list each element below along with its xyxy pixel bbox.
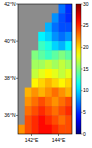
svg-text:15: 15: [83, 66, 84, 72]
svg-text:38°N: 38°N: [8, 75, 16, 81]
svg-text:25: 25: [83, 22, 84, 28]
svg-text:142°E: 142°E: [25, 137, 39, 143]
svg-text:42°N: 42°N: [8, 1, 16, 7]
svg-text:5: 5: [83, 109, 84, 115]
svg-text:10: 10: [83, 87, 84, 93]
svg-text:0: 0: [83, 131, 84, 137]
svg-text:40°N: 40°N: [8, 38, 16, 44]
svg-text:36°N: 36°N: [8, 112, 16, 118]
svg-text:144°E: 144°E: [52, 137, 66, 143]
svg-text:20: 20: [83, 44, 84, 50]
svg-text:30: 30: [83, 1, 84, 7]
